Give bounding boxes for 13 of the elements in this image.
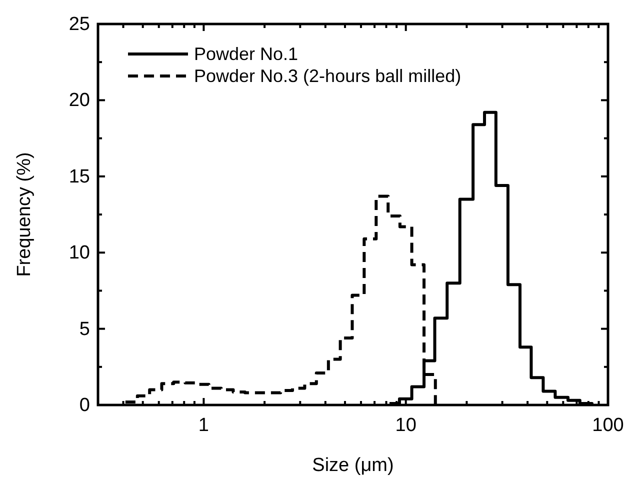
y-tick-label: 0 — [79, 395, 90, 416]
y-tick-label: 5 — [79, 318, 90, 340]
x-tick-label: 1 — [198, 415, 209, 436]
legend-label: Powder No.1 — [194, 44, 298, 64]
y-tick-label: 10 — [68, 242, 90, 264]
x-tick-label: 10 — [395, 415, 416, 436]
legend-label: Powder No.3 (2-hours ball milled) — [194, 66, 462, 86]
y-tick-label: 20 — [68, 90, 90, 112]
y-tick-label: 25 — [68, 14, 90, 35]
y-tick-label: 15 — [68, 166, 90, 188]
y-axis-title: Frequency (%) — [14, 152, 35, 277]
x-tick-label: 100 — [592, 415, 624, 436]
x-axis-title: Size (μm) — [312, 455, 394, 476]
